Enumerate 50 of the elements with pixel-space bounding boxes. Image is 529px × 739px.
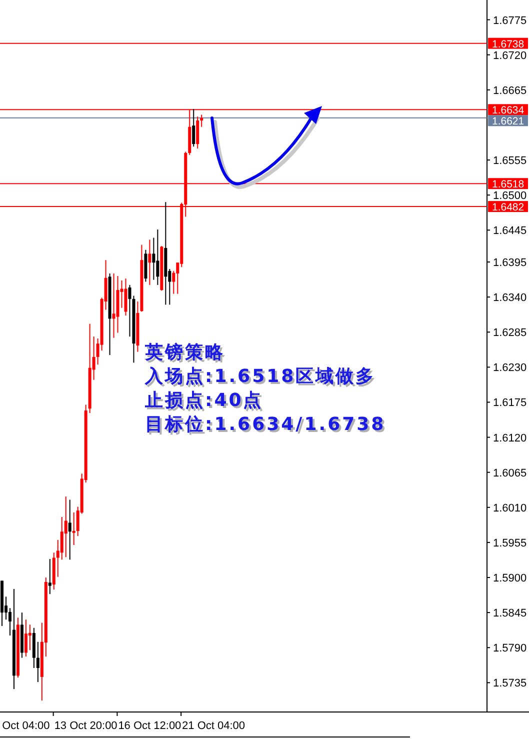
y-tick-label: 1.6775 — [493, 14, 527, 27]
candlestick — [148, 239, 152, 286]
y-tick-label: 1.6285 — [493, 327, 527, 340]
candlestick — [112, 272, 116, 338]
candlestick — [200, 114, 204, 128]
candlestick — [64, 496, 68, 558]
candlestick — [36, 641, 40, 683]
y-tick-label: 1.6065 — [493, 467, 527, 480]
y-tick-label: 1.6720 — [493, 50, 527, 62]
x-tick-label: 21 Oct 04:00 — [182, 720, 246, 732]
y-tick-label: 1.6230 — [493, 362, 527, 374]
annotation: 目标位:1.6634/1.6738 — [147, 416, 388, 437]
candlestick — [156, 228, 160, 286]
candlestick — [192, 108, 196, 148]
y-tick-label: 1.5845 — [493, 608, 527, 620]
y-tick-label: 1.6665 — [493, 84, 527, 97]
candlestick — [48, 558, 52, 595]
ref-line-label: 1.6634 — [492, 104, 524, 117]
candlestick — [128, 284, 132, 338]
y-tick-label: 1.6445 — [493, 225, 527, 238]
annotation: 止损点:40点 — [146, 392, 266, 413]
y-tick-label: 1.6120 — [493, 432, 527, 444]
ref-line-label: 1.6482 — [492, 202, 524, 214]
ref-line-label: 1.6738 — [492, 38, 524, 50]
candlestick — [60, 516, 64, 560]
y-tick-label: 1.5955 — [493, 537, 527, 550]
candlestick — [152, 237, 156, 280]
candlestick — [68, 499, 72, 560]
candlestick — [196, 116, 200, 150]
y-tick-label: 1.6340 — [493, 292, 527, 304]
y-tick-label: 1.5900 — [493, 572, 527, 585]
candlestick — [28, 624, 32, 651]
annotation: 英镑策略 — [146, 344, 227, 365]
y-tick-label: 1.6010 — [493, 502, 527, 514]
ref-line-label: 1.6621 — [492, 116, 524, 128]
ref-line-label: 1.6518 — [492, 178, 524, 191]
candlestick — [72, 512, 76, 546]
x-tick-label: 16 Oct 12:00 — [118, 720, 182, 732]
candlestick — [24, 619, 28, 658]
x-tick-label: Oct 04:00 — [2, 720, 50, 732]
y-tick-label: 1.6175 — [493, 397, 527, 410]
candlestick — [124, 278, 128, 316]
annotation: 入场点:1.6518区域做多 — [146, 368, 378, 389]
y-tick-label: 1.6500 — [493, 190, 527, 202]
y-tick-label: 1.5735 — [493, 678, 527, 690]
x-tick-label: 13 Oct 20:00 — [54, 720, 118, 732]
y-tick-label: 1.5790 — [493, 642, 527, 655]
y-tick-label: 1.6395 — [493, 256, 527, 269]
candlestick — [8, 608, 12, 636]
y-tick-label: 1.6555 — [493, 154, 527, 167]
